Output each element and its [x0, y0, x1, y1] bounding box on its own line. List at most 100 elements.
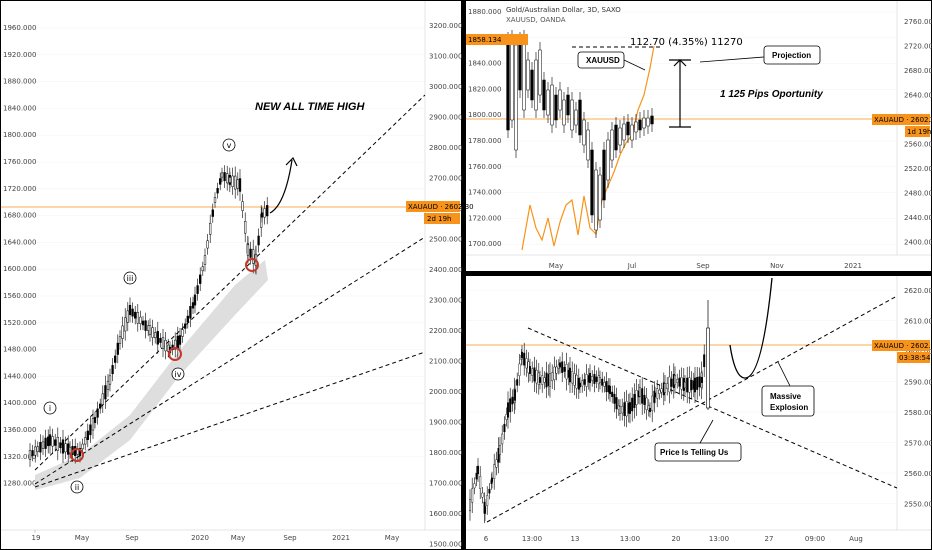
bottom-candle: [649, 407, 652, 413]
left-candles: [28, 165, 269, 467]
left-candle: [189, 306, 192, 319]
top-left-tick: 1840.000: [468, 60, 501, 68]
bottom-candle: [581, 380, 584, 387]
left-candle: [199, 274, 202, 284]
bottom-candle: [551, 372, 554, 382]
top-right-tick: 2720.00: [904, 43, 932, 51]
bottom-candle: [503, 423, 506, 433]
bottom-candle: [575, 374, 578, 389]
bottom-candle: [668, 376, 671, 393]
left-time-tick: Sep: [125, 534, 139, 542]
top-candle: [638, 119, 642, 131]
bottom-candle: [559, 362, 562, 368]
left-candle: [181, 329, 184, 337]
projection-callout-pointer: [699, 56, 765, 63]
left-candle: [201, 266, 204, 272]
top-left-tick: 1820.000: [468, 85, 501, 93]
top-price-tag: [872, 114, 930, 125]
left-price-tick: 1840.000: [3, 104, 36, 112]
left-aud-ticks: 3200.000 3100.000 3000.000 2900.000 2800.000…: [429, 22, 462, 549]
left-candle: [266, 205, 269, 217]
wave-label: iii: [127, 274, 134, 283]
bottom-time-tick: 20: [672, 535, 681, 543]
left-candle: [118, 336, 122, 344]
bottom-trendline-up: [486, 295, 898, 523]
left-candle: [93, 417, 97, 423]
left-candle: [44, 437, 47, 449]
bottom-right-tick: 2610.00: [904, 318, 932, 326]
bottom-candle: [643, 394, 646, 405]
bottom-time-tick: Aug: [849, 535, 863, 543]
bottom-candle: [509, 398, 512, 413]
left-candle: [56, 436, 59, 451]
top-time-tick: Sep: [696, 262, 710, 270]
top-left-tick: 1760.000: [468, 163, 501, 171]
left-aud-tick: 2200.000: [429, 327, 462, 335]
left-candle: [134, 311, 137, 319]
left-trendline-steep: [34, 94, 426, 471]
bottom-candle: [484, 506, 487, 514]
bottom-candle: [497, 448, 500, 463]
bottom-time-tick: 6: [484, 535, 489, 543]
left-aud-tick: 2800.000: [429, 144, 462, 152]
top-candle: [534, 59, 538, 111]
top-time-tag-text: 1d 19h: [907, 128, 931, 136]
left-candle: [68, 446, 72, 454]
left-candle: [74, 446, 77, 457]
top-right-tick: 2480.00: [904, 190, 932, 198]
price-callout-pointer: [699, 419, 714, 444]
top-candle: [578, 99, 582, 136]
bottom-candle: [495, 459, 498, 468]
left-candle: [124, 317, 127, 332]
bottom-candle: [543, 377, 546, 383]
price-callout-text: Price Is Telling Us: [660, 448, 729, 457]
left-candle: [203, 255, 207, 265]
bottom-candle: [595, 376, 598, 382]
top-right-tick: 2440.00: [904, 214, 932, 222]
bottom-candle: [680, 377, 683, 390]
bottom-candle: [549, 373, 552, 387]
bottom-right-tick: 2580.00: [904, 409, 932, 417]
top-chart-title: Gold/Australian Dollar, 3D, SAXO: [506, 6, 621, 14]
bottom-time-ticks: 6 13:00 13 13:00 20 13:00 27 09:00 Aug: [484, 535, 863, 543]
left-price-tick: 1480.000: [3, 346, 36, 354]
left-candle: [61, 439, 65, 454]
left-aud-tick: 2100.000: [429, 358, 462, 366]
left-aud-tick: 3200.000: [429, 22, 462, 30]
bottom-candle: [529, 366, 532, 374]
bottom-candle: [516, 379, 519, 386]
top-candle: [626, 121, 630, 136]
top-right-panel: [466, 1, 931, 271]
bottom-time-tag-text: 03:38:54: [899, 354, 931, 362]
bottom-candle: [609, 385, 612, 395]
bottom-candle: [514, 389, 517, 401]
left-price-tick: 1760.000: [3, 158, 36, 166]
left-aud-tick: 2700.000: [429, 175, 462, 183]
left-candle: [191, 302, 195, 309]
bottom-candle: [698, 376, 701, 388]
projection-callout: [763, 45, 821, 65]
left-candle: [47, 436, 50, 447]
bottom-right-panel: [466, 276, 931, 549]
bottom-candle: [521, 351, 524, 359]
bottom-candle: [541, 375, 544, 385]
bottom-candle: [539, 377, 542, 383]
bottom-candle: [660, 388, 663, 393]
top-grid: [466, 11, 897, 245]
left-candle: [161, 337, 165, 349]
left-candle: [241, 201, 244, 211]
pivot-circle-2: [168, 347, 182, 361]
top-candle: [514, 44, 518, 151]
left-candle: [156, 331, 159, 345]
top-candle: [618, 127, 622, 146]
left-time-tick: Sep: [283, 534, 297, 542]
left-candle: [178, 335, 182, 345]
top-right-tick: 2560.00: [904, 141, 932, 149]
bottom-candle: [501, 433, 504, 445]
left-price-tick: 1560.000: [3, 292, 36, 300]
bottom-spike-candle: [706, 327, 710, 409]
top-candle: [606, 139, 610, 181]
bottom-candle: [603, 382, 606, 387]
left-candle: [128, 304, 132, 316]
